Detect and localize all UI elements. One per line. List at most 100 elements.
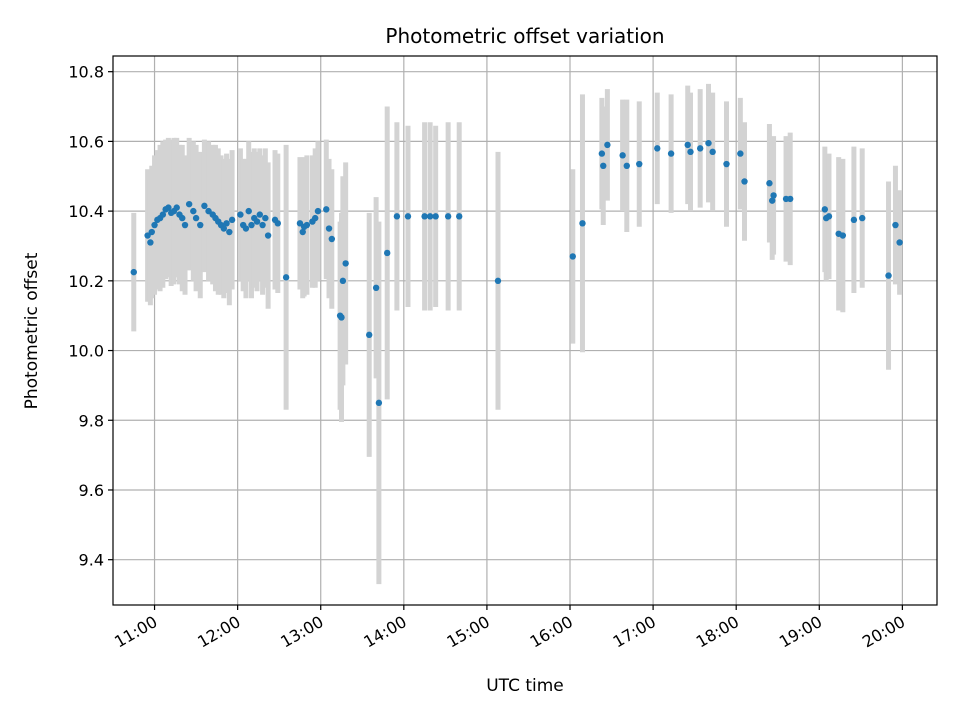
data-point	[456, 213, 463, 220]
data-point	[885, 272, 892, 279]
data-point	[636, 160, 643, 168]
data-point	[444, 213, 452, 220]
data-point	[338, 314, 345, 321]
x-tick-label: 16:00	[527, 612, 576, 652]
x-axis-ticks: 11:00 12:00 13:00 14:00 15:00 16:00 17:00 18:00…	[111, 605, 908, 652]
data-point	[896, 239, 903, 246]
data-point	[769, 197, 776, 204]
data-point	[421, 213, 428, 220]
x-tick-label: 19:00	[776, 612, 825, 652]
data-point	[228, 216, 236, 224]
x-tick-label: 15:00	[443, 612, 492, 652]
x-tick-label: 18:00	[693, 612, 742, 652]
data-point	[325, 225, 333, 232]
data-point	[159, 211, 167, 218]
y-tick-label: 10.4	[68, 202, 104, 221]
data-point	[181, 221, 189, 229]
data-point	[220, 225, 227, 232]
x-tick-label: 11:00	[111, 612, 160, 652]
data-point	[237, 211, 244, 218]
data-point	[253, 218, 261, 225]
data-point	[173, 204, 180, 211]
x-tick-label: 20:00	[859, 612, 908, 652]
data-point	[859, 214, 866, 222]
x-axis-label: UTC time	[486, 676, 564, 696]
data-point	[705, 139, 712, 147]
data-point	[323, 206, 330, 213]
error-bars	[131, 83, 903, 585]
data-point	[839, 232, 847, 239]
y-tick-label: 9.6	[79, 481, 104, 500]
y-tick-label: 9.8	[79, 411, 104, 430]
y-tick-label: 10.0	[68, 342, 104, 361]
data-point	[148, 228, 155, 236]
data-point	[303, 221, 311, 229]
data-point	[151, 221, 158, 229]
y-tick-label: 10.6	[68, 132, 104, 151]
data-point	[766, 180, 773, 187]
y-tick-label: 10.2	[68, 272, 104, 291]
data-point	[274, 220, 281, 227]
data-point	[242, 225, 250, 232]
y-tick-label: 10.8	[68, 63, 104, 82]
data-point	[426, 213, 434, 220]
data-point	[314, 207, 322, 215]
data-point	[223, 220, 230, 227]
data-point	[147, 239, 154, 246]
data-point	[264, 232, 272, 239]
data-point	[892, 221, 899, 229]
data-point	[600, 162, 607, 169]
data-point	[821, 206, 829, 213]
data-point	[259, 221, 266, 229]
data-point	[604, 141, 611, 149]
data-point	[623, 162, 630, 169]
x-tick-label: 13:00	[277, 612, 326, 652]
data-point	[687, 148, 694, 156]
data-point	[339, 277, 347, 285]
data-point	[262, 214, 269, 222]
data-point	[741, 178, 748, 185]
data-point	[201, 202, 208, 210]
data-point	[245, 207, 252, 215]
data-point	[850, 216, 858, 224]
data-point	[165, 204, 172, 211]
data-point	[579, 220, 586, 227]
data-point	[130, 268, 137, 276]
data-point	[366, 331, 373, 339]
data-point	[384, 249, 391, 257]
y-axis-label: Photometric offset	[22, 252, 42, 409]
data-point	[737, 150, 744, 157]
data-point	[342, 260, 349, 267]
x-tick-label: 17:00	[610, 612, 659, 652]
data-point	[684, 141, 691, 149]
data-point	[598, 150, 606, 157]
data-point	[432, 213, 439, 220]
grid	[113, 56, 937, 605]
data-point	[787, 195, 794, 203]
data-point	[619, 152, 626, 159]
data-point	[569, 253, 576, 260]
data-point	[393, 213, 401, 220]
data-point	[179, 214, 186, 222]
x-tick-label: 14:00	[360, 612, 409, 652]
data-point	[185, 200, 193, 208]
data-point	[190, 207, 197, 215]
data-point	[375, 399, 383, 407]
data-point	[709, 148, 716, 156]
plot-area-frame	[112, 55, 938, 606]
data-point	[372, 284, 380, 291]
x-tick-label: 12:00	[194, 612, 243, 652]
y-tick-label: 9.4	[79, 551, 104, 570]
data-point	[696, 145, 704, 152]
data-point	[404, 213, 412, 220]
chart-title: Photometric offset variation	[385, 24, 664, 48]
data-point	[197, 221, 204, 229]
data-point	[328, 235, 336, 243]
data-points	[130, 139, 903, 407]
data-point	[654, 145, 661, 152]
data-point	[256, 211, 263, 218]
data-point	[192, 214, 200, 222]
data-point	[311, 214, 319, 222]
data-point	[723, 160, 730, 168]
data-point	[248, 221, 255, 229]
